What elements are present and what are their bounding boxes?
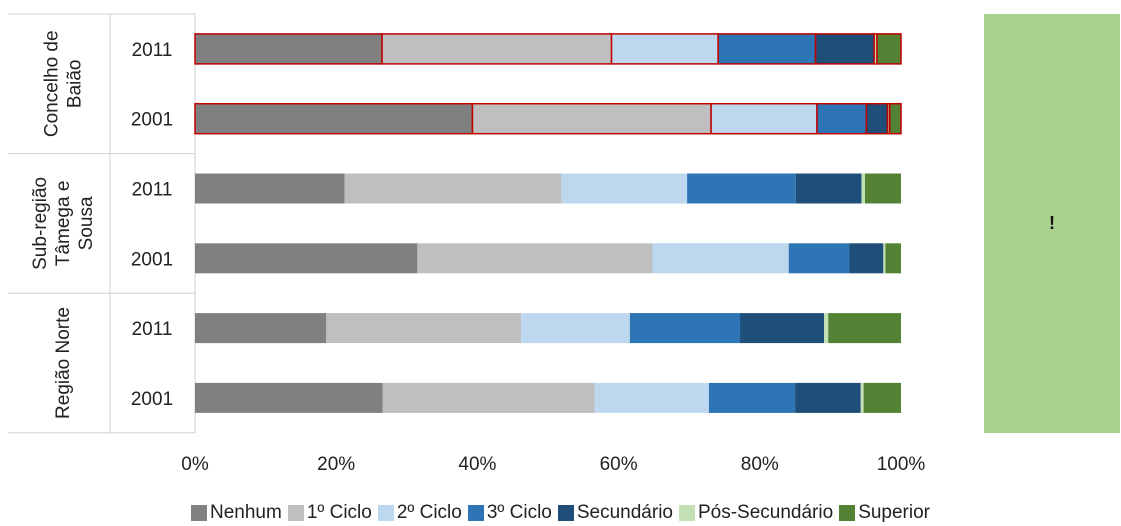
group-label: Sub-região Tâmega e Sousa [30, 177, 97, 270]
bar-segment [195, 243, 418, 274]
group-label-line: Tâmega e [53, 181, 74, 267]
group-label-line: Região Norte [53, 307, 74, 419]
bar-segment [594, 382, 709, 413]
bar-segment [865, 102, 889, 135]
legend-swatch [557, 505, 574, 521]
legend-item: 2º Ciclo [377, 502, 462, 523]
bar-segment [687, 173, 796, 204]
bar-segment [795, 173, 862, 204]
category-label: 2011 [132, 40, 173, 61]
legend-label: 1º Ciclo [306, 502, 372, 523]
bar-segment [610, 33, 719, 65]
category-label: 2011 [132, 319, 173, 340]
bar-segment [344, 173, 562, 204]
bar-segment [561, 173, 688, 204]
group-label-line: Baião [65, 59, 86, 108]
chart-legend: Nenhum 1º Ciclo 2º Ciclo 3º Ciclo Secundário… [0, 503, 1121, 526]
bar-segment [788, 243, 850, 274]
legend-swatch [839, 505, 856, 521]
category-label: 2011 [132, 180, 173, 201]
bar-segment [652, 243, 789, 274]
bar-segment [521, 313, 630, 344]
bar-segment [717, 33, 817, 65]
legend-item: Secundário [557, 502, 673, 523]
bar-segment [876, 33, 902, 65]
group-label-line: Sub-região [30, 177, 51, 270]
legend-item: 1º Ciclo [287, 502, 372, 523]
group-label-line: Sousa [76, 196, 97, 250]
legend-item: Nenhum [190, 502, 282, 523]
legend-swatch [287, 505, 304, 521]
legend-label: Pós-Secundário [697, 502, 834, 523]
legend-swatch [678, 505, 695, 521]
legend-label: 3º Ciclo [486, 502, 552, 523]
side-panel: ! [984, 14, 1120, 433]
bar-segment [814, 33, 875, 65]
bar-segment [708, 382, 796, 413]
bar-segment [326, 313, 522, 344]
bar-segment [828, 313, 901, 344]
legend-label: 2º Ciclo [396, 502, 462, 523]
bar-segment [417, 243, 653, 274]
bar-segment [195, 382, 383, 413]
x-tick-label: 100% [877, 454, 926, 475]
x-tick-label: 0% [181, 454, 209, 475]
bar-segment [710, 102, 818, 135]
category-label: 2001 [131, 249, 173, 270]
legend-label: Secundário [576, 502, 673, 523]
bar-segment [885, 243, 901, 274]
bar-segment [849, 243, 884, 274]
bar-segment [194, 33, 383, 65]
bar-segment [195, 173, 345, 204]
group-label-line: Concelho de [42, 30, 63, 137]
labels-layer: 2011 2001 Concelho de Baião 2011 2001 Sub-regi… [30, 30, 925, 475]
bar-segment [195, 313, 327, 344]
bar-segment [860, 382, 864, 413]
legend-swatch [377, 505, 394, 521]
bar-segment [795, 382, 861, 413]
legend-label: Superior [858, 502, 931, 523]
bar-segment [381, 33, 613, 65]
bar-segment [824, 313, 829, 344]
bar-segment [888, 102, 902, 135]
legend-label: Nenhum [209, 502, 282, 523]
bar-segment [861, 173, 865, 204]
x-tick-label: 80% [741, 454, 779, 475]
bar-segment [382, 382, 595, 413]
legend-item: Pós-Secundário [678, 502, 834, 523]
legend-item: Superior [839, 503, 930, 523]
bar-segment [864, 173, 901, 204]
x-tick-label: 60% [600, 454, 638, 475]
legend-item: 3º Ciclo [467, 502, 552, 523]
bar-segment [883, 243, 886, 274]
category-label: 2001 [131, 110, 173, 131]
bar-segment [194, 102, 474, 135]
legend-swatch [190, 505, 207, 521]
category-label: 2001 [131, 389, 173, 410]
group-label: Concelho de Baião [42, 30, 86, 137]
legend-swatch [467, 505, 484, 521]
group-label: Região Norte [53, 307, 74, 419]
bars-layer [194, 33, 902, 413]
bar-segment [629, 313, 741, 344]
axis-layer [8, 13, 196, 434]
bar-segment [863, 382, 901, 413]
bar-segment [740, 313, 825, 344]
bar-segment [816, 102, 868, 135]
x-tick-label: 20% [317, 454, 355, 475]
side-panel-text: ! [1049, 213, 1055, 233]
x-tick-label: 40% [458, 454, 496, 475]
bar-segment [471, 102, 712, 135]
